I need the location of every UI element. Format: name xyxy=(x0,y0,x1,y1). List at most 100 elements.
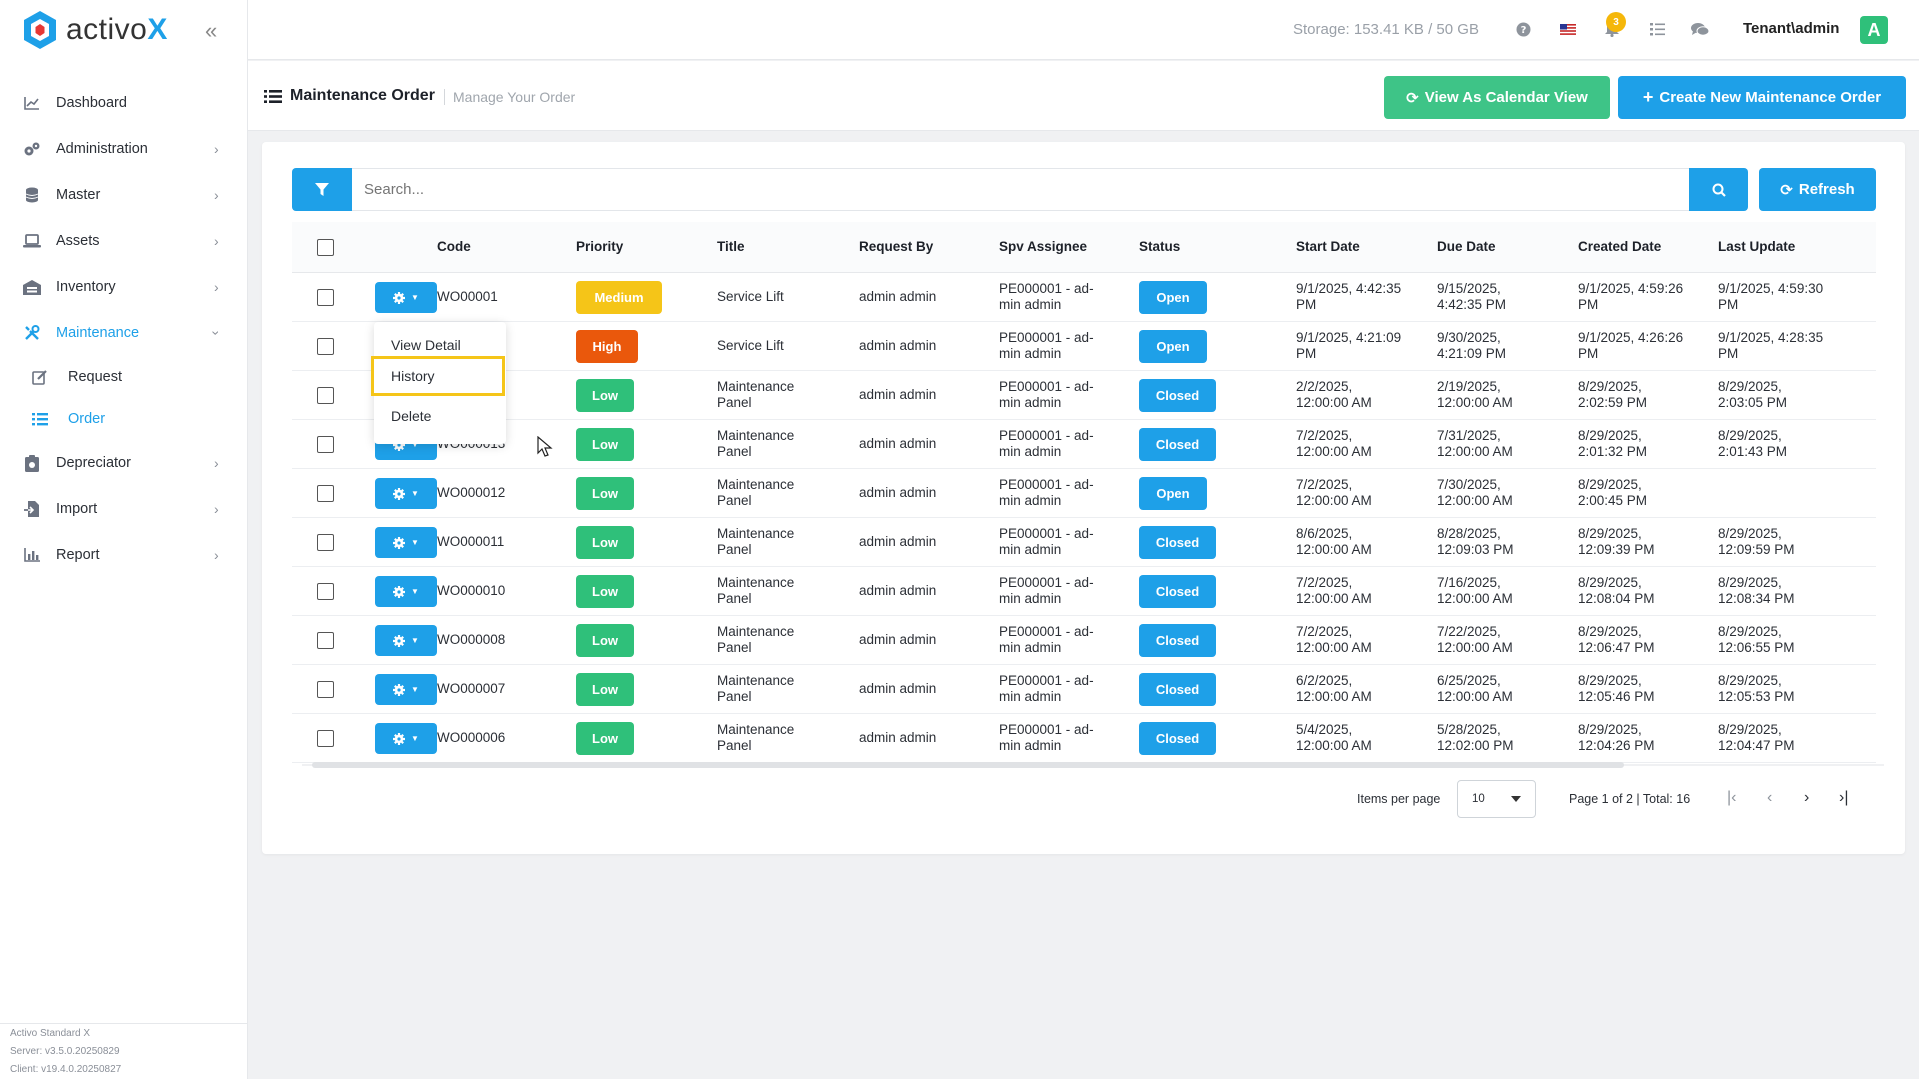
row-checkbox[interactable] xyxy=(317,436,334,453)
row-actions-button[interactable]: ▼ xyxy=(375,527,437,558)
column-header-code[interactable]: Code xyxy=(437,239,471,254)
column-header-priority[interactable]: Priority xyxy=(576,239,624,254)
mouse-cursor-icon xyxy=(537,436,553,457)
table-row[interactable]: ▼ WO000012 Low Maintenance Panel admin admin P… xyxy=(292,469,1876,518)
cell-due-date: 7/31/2025, 12:00:00 AM xyxy=(1437,428,1513,460)
status-badge: Closed xyxy=(1139,673,1216,706)
cell-title-line-2: Panel xyxy=(717,738,752,753)
first-page-icon[interactable]: |‹ xyxy=(1727,789,1737,806)
collapse-sidebar-icon[interactable]: « xyxy=(205,18,218,43)
sidebar-item-dashboard[interactable]: Dashboard xyxy=(0,80,248,126)
chevron-right-icon: › xyxy=(214,547,219,563)
search-button[interactable] xyxy=(1689,168,1748,211)
cell-due-date-line-1: 7/16/2025, xyxy=(1437,575,1501,590)
prev-page-icon[interactable]: ‹ xyxy=(1767,789,1773,806)
column-header-title[interactable]: Title xyxy=(717,239,745,254)
cell-due-date-line-2: 12:09:03 PM xyxy=(1437,542,1514,557)
sidebar-item-administration[interactable]: Administration › xyxy=(0,126,248,172)
sidebar-item-label: Depreciator xyxy=(56,455,131,471)
items-per-page-select[interactable]: 10 xyxy=(1457,780,1536,818)
tools-icon xyxy=(22,324,42,342)
column-header-last-update[interactable]: Last Update xyxy=(1718,239,1796,254)
table-row[interactable]: ▼ WO000010 Low Maintenance Panel admin admin P… xyxy=(292,567,1876,616)
column-header-request-by[interactable]: Request By xyxy=(859,239,934,254)
sidebar-subitem-order[interactable]: Order xyxy=(0,398,248,440)
product-name: Activo Standard X xyxy=(10,1028,91,1039)
row-actions-button[interactable]: ▼ xyxy=(375,723,437,754)
last-page-icon[interactable]: ›| xyxy=(1839,789,1849,806)
calendar-view-button[interactable]: ⟳ View As Calendar View xyxy=(1384,76,1610,119)
row-checkbox[interactable] xyxy=(317,730,334,747)
sidebar-item-report[interactable]: Report › xyxy=(0,532,248,578)
row-checkbox[interactable] xyxy=(317,534,334,551)
column-header-created-date[interactable]: Created Date xyxy=(1578,239,1662,254)
us-flag-icon[interactable] xyxy=(1559,20,1577,38)
row-checkbox[interactable] xyxy=(317,289,334,306)
row-actions-button[interactable]: ▼ xyxy=(375,282,437,313)
cell-spv-assignee-line-2: min admin xyxy=(999,640,1062,655)
sidebar-item-depreciator[interactable]: Depreciator › xyxy=(0,440,248,486)
next-page-icon[interactable]: › xyxy=(1804,789,1810,806)
table-row[interactable]: ▼ WO000008 Low Maintenance Panel admin admin P… xyxy=(292,616,1876,665)
avatar[interactable]: A xyxy=(1860,16,1888,44)
sidebar-item-inventory[interactable]: Inventory › xyxy=(0,264,248,310)
column-header-start-date[interactable]: Start Date xyxy=(1296,239,1360,254)
status-badge: Closed xyxy=(1139,722,1216,755)
table-row[interactable]: ▼ WO000007 Low Maintenance Panel admin admin P… xyxy=(292,665,1876,714)
row-actions-button[interactable]: ▼ xyxy=(375,674,437,705)
table-row[interactable]: ▼ WO000006 Low Maintenance Panel admin admin P… xyxy=(292,714,1876,763)
cell-created-date-line-1: 8/29/2025, xyxy=(1578,673,1642,688)
tasks-icon[interactable] xyxy=(1648,20,1666,38)
row-checkbox[interactable] xyxy=(317,338,334,355)
calendar-view-label: View As Calendar View xyxy=(1424,89,1588,106)
sidebar-item-master[interactable]: Master › xyxy=(0,172,248,218)
row-actions-button[interactable]: ▼ xyxy=(375,478,437,509)
cell-created-date-line-1: 9/1/2025, 4:59:26 xyxy=(1578,281,1684,296)
column-header-due-date[interactable]: Due Date xyxy=(1437,239,1496,254)
user-name[interactable]: Tenant\admin xyxy=(1743,20,1840,37)
row-checkbox[interactable] xyxy=(317,681,334,698)
menu-item-delete[interactable]: Delete xyxy=(391,408,432,424)
cell-start-date-line-1: 7/2/2025, xyxy=(1296,575,1353,590)
menu-item-history[interactable]: History xyxy=(371,356,505,396)
cell-spv-assignee: PE000001 - ad-min admin xyxy=(999,428,1094,460)
refresh-button[interactable]: ⟳ Refresh xyxy=(1759,168,1876,211)
cell-due-date-line-1: 7/30/2025, xyxy=(1437,477,1501,492)
chevron-down-icon: › xyxy=(208,330,225,336)
logo[interactable]: activoX xyxy=(22,10,168,50)
table-row[interactable]: ▼0014LowMaintenancePaneladmin adminPE000… xyxy=(292,371,1876,420)
row-checkbox[interactable] xyxy=(317,485,334,502)
menu-item-view-detail[interactable]: View Detail xyxy=(391,337,461,353)
cell-spv-assignee-line-2: min admin xyxy=(999,542,1062,557)
cell-spv-assignee-line-2: min admin xyxy=(999,738,1062,753)
row-actions-button[interactable]: ▼ xyxy=(375,625,437,656)
sidebar-item-assets[interactable]: Assets › xyxy=(0,218,248,264)
column-header-status[interactable]: Status xyxy=(1139,239,1181,254)
sidebar-subitem-request[interactable]: Request xyxy=(0,356,248,398)
sidebar-item-maintenance[interactable]: Maintenance › xyxy=(0,310,248,356)
cell-code: WO000011 xyxy=(437,534,505,549)
list-icon xyxy=(32,412,50,426)
chat-icon[interactable] xyxy=(1691,20,1709,38)
cell-created-date: 9/1/2025, 4:59:26 PM xyxy=(1578,281,1683,313)
sidebar-subitem-label: Request xyxy=(68,369,123,385)
cell-last-update: 8/29/2025, 2:03:05 PM xyxy=(1718,379,1787,411)
scrollbar-thumb[interactable] xyxy=(312,762,1624,768)
cell-created-date-line-2: 12:04:26 PM xyxy=(1578,738,1655,753)
create-order-button[interactable]: + Create New Maintenance Order xyxy=(1618,76,1906,119)
horizontal-scrollbar[interactable] xyxy=(302,762,1884,768)
table-row[interactable]: ▼ WO000011 Low Maintenance Panel admin admin P… xyxy=(292,518,1876,567)
table-row[interactable]: ▼WO000013LowMaintenancePaneladmin adminP… xyxy=(292,420,1876,469)
sidebar-item-import[interactable]: Import › xyxy=(0,486,248,532)
row-checkbox[interactable] xyxy=(317,632,334,649)
search-input[interactable] xyxy=(352,168,1689,211)
row-checkbox[interactable] xyxy=(317,387,334,404)
help-icon[interactable]: ? xyxy=(1514,20,1532,38)
row-checkbox[interactable] xyxy=(317,583,334,600)
column-header-spv-assignee[interactable]: Spv Assignee xyxy=(999,239,1088,254)
row-actions-button[interactable]: ▼ xyxy=(375,576,437,607)
select-all-checkbox[interactable] xyxy=(317,239,334,256)
table-row[interactable]: ▼ WO00001 Medium Service Lift admin admin PE0… xyxy=(292,273,1876,322)
filter-button[interactable] xyxy=(292,168,352,211)
